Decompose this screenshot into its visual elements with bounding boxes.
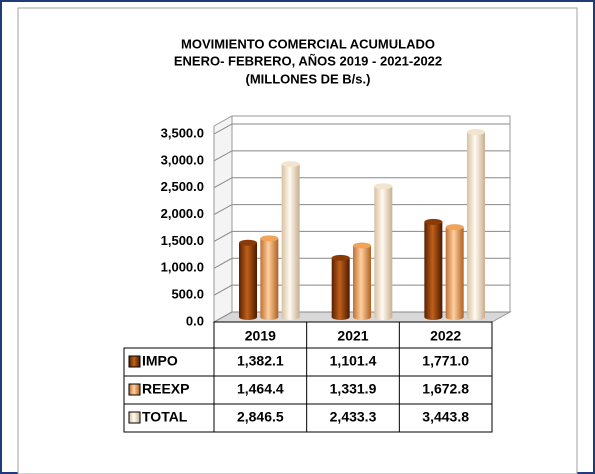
bar	[281, 164, 300, 317]
legend-key	[128, 355, 141, 368]
legend-label: TOTAL	[142, 409, 188, 425]
bar	[331, 257, 350, 317]
y-tick-label: 2,000.0	[161, 206, 204, 221]
grid-line	[213, 284, 510, 296]
bar	[239, 242, 258, 317]
legend-key	[128, 411, 141, 424]
side-wall	[213, 115, 233, 323]
value-label: 1,331.9	[330, 381, 377, 397]
grid-line	[213, 177, 510, 189]
y-tick-label: 2,500.0	[161, 179, 204, 194]
value-label: 3,443.8	[422, 409, 469, 425]
y-tick-label: 3,500.0	[161, 125, 204, 140]
legend-label: REEXP	[142, 381, 189, 397]
value-label: 1,771.0	[422, 353, 469, 369]
bar-top	[331, 254, 350, 261]
bar-top	[353, 242, 371, 249]
grid-line	[213, 257, 510, 269]
bar-top	[445, 224, 464, 231]
x-tick-label: 2022	[430, 328, 461, 344]
value-label: 1,382.1	[237, 353, 284, 369]
chart-title: MOVIMIENTO COMERCIAL ACUMULADO	[181, 36, 435, 51]
y-tick-label: 1,000.0	[161, 260, 204, 275]
y-tick-label: 500.0	[171, 287, 204, 302]
bar	[466, 132, 485, 317]
x-tick-label: 2019	[245, 328, 276, 344]
bar	[353, 245, 371, 317]
legend-label: IMPO	[142, 353, 178, 369]
bar	[424, 221, 443, 317]
bar-top	[260, 235, 279, 242]
value-label: 1,672.8	[422, 381, 469, 397]
bar-top	[424, 218, 443, 225]
chart-title: ENERO- FEBRERO, AÑOS 2019 - 2021-2022	[174, 53, 442, 68]
bar-top	[281, 161, 300, 168]
y-tick-label: 1,500.0	[161, 233, 204, 248]
y-tick-label: 3,000.0	[161, 152, 204, 167]
grid-line	[213, 204, 510, 216]
bar-top	[466, 129, 485, 136]
bar-top	[374, 183, 393, 190]
grid-line	[213, 123, 510, 135]
bar-top	[239, 239, 258, 246]
grid-line	[213, 230, 510, 242]
table-frame	[123, 347, 493, 433]
bar	[260, 238, 279, 317]
y-tick-label: 0.0	[186, 313, 204, 328]
bar	[445, 227, 464, 317]
x-tick-label: 2021	[337, 328, 368, 344]
grid-line	[213, 311, 510, 323]
bar	[374, 186, 393, 317]
value-label: 2,846.5	[237, 409, 284, 425]
chart-title: (MILLONES DE B/s.)	[246, 71, 371, 86]
value-label: 1,101.4	[330, 353, 377, 369]
legend-key	[128, 383, 141, 396]
value-label: 2,433.3	[330, 409, 377, 425]
grid-line	[213, 150, 510, 162]
value-label: 1,464.4	[237, 381, 284, 397]
